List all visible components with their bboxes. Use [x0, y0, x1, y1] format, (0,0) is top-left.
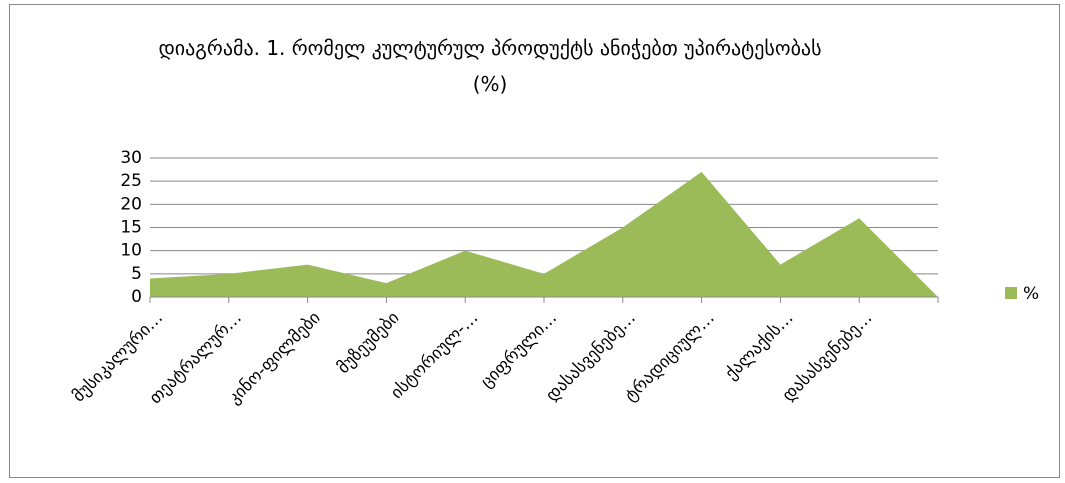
chart-title: დიაგრამა. 1. რომელ კულტურულ პროდუქტს ანი…: [158, 36, 822, 96]
x-tick-label: მუზეუმები: [334, 308, 404, 378]
legend-label: %: [1023, 284, 1039, 304]
legend-swatch: [1005, 287, 1017, 299]
y-tick-label: 20: [120, 194, 142, 214]
y-tick-label: 30: [120, 148, 142, 168]
y-tick-label: 5: [131, 264, 142, 284]
chart-frame: [9, 4, 1060, 478]
y-tick-label: 10: [120, 241, 142, 261]
x-tick-label: ციფრული…: [477, 308, 561, 392]
y-tick-label: 15: [120, 218, 142, 238]
y-tick-label: 25: [120, 171, 142, 191]
y-tick-label: 0: [131, 287, 142, 307]
area: [150, 171, 938, 297]
x-tick-label: ქალაქის…: [721, 308, 797, 384]
